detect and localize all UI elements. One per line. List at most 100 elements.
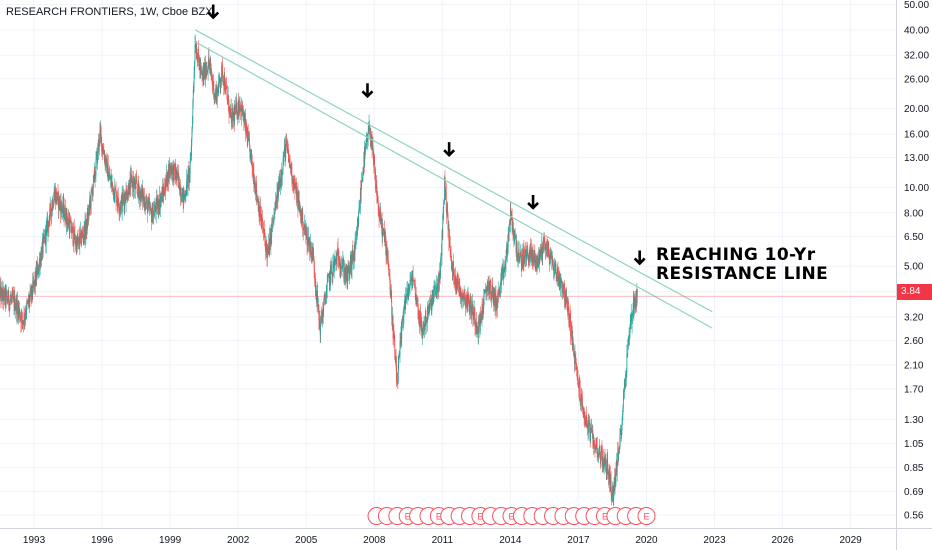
candle-body [116,200,117,203]
candle-body [610,480,612,490]
candle-body [373,160,375,164]
candle-body [503,271,505,280]
candle-body [341,267,342,269]
candle-body [407,291,409,298]
chart-title: RESEARCH FRONTIERS, 1W, Cboe BZX [6,6,213,18]
earnings-label: E [405,512,411,522]
candle-body [476,325,478,329]
candle-body [153,210,154,216]
candle-body [236,102,238,117]
candle-body [9,301,10,309]
candle-body [267,248,269,251]
candle-body [316,292,318,303]
candles [0,34,638,507]
candle-body [126,197,128,199]
candle-body [278,182,280,192]
candle-body [171,169,173,176]
candle-body [498,294,500,295]
candle-body [0,289,2,301]
candle-body [21,312,23,314]
candle-body [82,235,84,238]
candle-body [636,288,638,297]
candle-body [410,273,412,281]
candle-body [244,118,246,122]
candle-body [537,261,539,268]
candle-body [133,180,135,189]
candle-body [75,239,77,245]
candle-body [49,204,51,208]
candle-body [5,288,7,303]
candle-body [284,146,285,157]
candle-body [243,109,244,121]
candle-body [575,364,577,369]
candle-body [494,294,496,306]
candle-body [377,197,379,200]
candle-body [342,266,343,268]
candle-body [36,269,38,278]
candle-body [537,255,538,268]
candle-body [410,279,411,282]
candle-body [499,282,501,296]
candle-body [10,298,12,300]
candle-body [292,177,294,184]
candle-body [48,222,50,227]
candle-body [42,238,44,253]
candle-body [531,247,533,256]
candle-body [596,444,598,451]
candle-body [371,136,373,146]
candle-body [183,192,185,200]
candle-body [246,135,248,145]
candle-body [157,198,159,210]
candle-body [331,264,332,273]
candle-body [465,300,466,307]
candle-body [416,300,418,302]
candle-body [326,282,328,291]
candle-body [632,313,633,315]
candle-body [636,288,638,306]
candle-body [83,225,85,236]
candle-body [403,302,405,310]
candle-body [505,262,506,270]
candle-body [305,232,307,235]
candle-body [595,448,596,450]
candle-body [344,268,346,276]
candle-body [294,178,295,184]
candle-body [576,370,578,373]
candle-body [145,201,147,208]
candle-body [598,454,600,455]
candle-body [155,209,157,214]
candle-body [55,191,56,204]
candle-body [290,163,292,175]
candle-body [67,218,69,221]
candle-body [475,321,477,329]
candle-body [61,207,63,212]
candle-body [440,259,441,277]
candle-body [191,123,193,130]
candle-body [480,316,482,318]
earnings-label: E [509,512,515,522]
candle-body [103,150,105,155]
candle-body [598,445,600,455]
candle-body [374,170,376,172]
candle-body [296,200,298,203]
x-tick-label: 2014 [499,535,522,546]
candle-body [511,214,513,219]
candle-body [614,477,616,490]
candle-body [85,221,86,236]
candle-body [387,251,389,258]
candle-body [79,232,81,236]
candle-body [398,353,400,358]
candle-body [73,227,75,244]
candle-body [516,241,517,253]
candle-body [442,210,444,215]
candle-body [543,240,544,243]
candle-body [273,213,275,222]
candle-body [120,197,122,202]
candle-body [542,240,544,253]
candle-body [216,87,218,102]
candle-body [525,249,527,258]
candle-body [90,199,92,207]
candle-body [418,314,420,319]
candle-body [306,230,308,232]
